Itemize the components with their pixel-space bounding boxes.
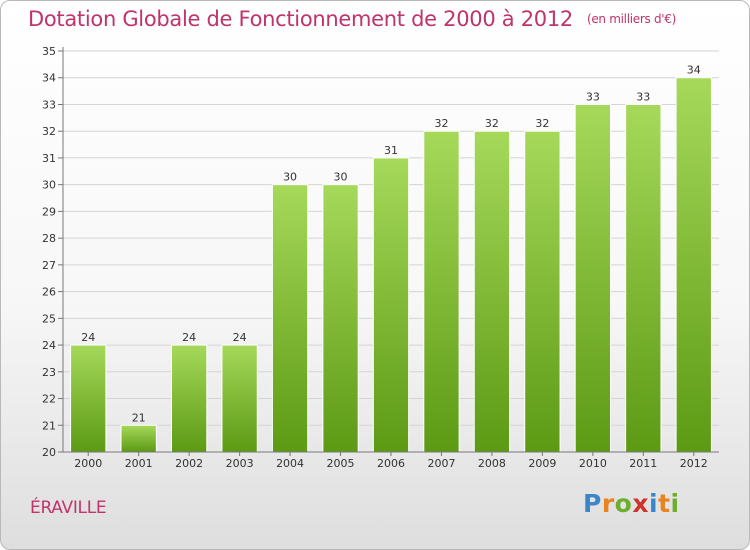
- x-tick-label: 2010: [579, 457, 607, 470]
- x-tick-label: 2012: [680, 457, 708, 470]
- bars: [70, 77, 712, 453]
- axes: [58, 47, 719, 456]
- bar: [625, 103, 662, 453]
- bar: [473, 130, 511, 453]
- bar: [675, 77, 712, 453]
- logo-letter: r: [601, 489, 615, 518]
- bar-value-label: 21: [132, 411, 146, 424]
- bar: [170, 344, 208, 453]
- y-tick-label: 22: [42, 393, 56, 406]
- bar-value-label: 32: [434, 117, 448, 130]
- y-tick-label: 34: [42, 72, 56, 85]
- labels: 20 21 22 23 24 25 26 27 28 29 30 31 32 33 34 35 24 2000 21…: [42, 45, 708, 470]
- logo-letter: P: [583, 489, 602, 518]
- y-tick-label: 23: [42, 366, 56, 379]
- bar-value-label: 34: [687, 64, 701, 77]
- bar-value-label: 30: [334, 171, 348, 184]
- proxiti-logo: Proxiti: [583, 489, 680, 518]
- bar-value-label: 32: [485, 117, 499, 130]
- x-tick-label: 2008: [478, 457, 506, 470]
- chart-title: Dotation Globale de Fonctionnement de 20…: [28, 7, 676, 31]
- y-tick-label: 20: [42, 446, 56, 459]
- chart-title-text: Dotation Globale de Fonctionnement de 20…: [28, 7, 573, 31]
- logo-letter: t: [658, 489, 671, 518]
- x-tick-label: 2002: [175, 457, 203, 470]
- logo-letter: i: [649, 489, 659, 518]
- chart-unit-label: (en milliers d'€): [586, 12, 676, 26]
- x-tick-label: 2011: [629, 457, 657, 470]
- bar-value-label: 33: [586, 90, 600, 103]
- x-tick-label: 2004: [276, 457, 304, 470]
- x-tick-label: 2006: [377, 457, 405, 470]
- y-tick-label: 35: [42, 45, 56, 58]
- bar-value-label: 24: [233, 331, 247, 344]
- bar: [221, 344, 258, 453]
- bar: [322, 184, 359, 453]
- y-tick-label: 29: [42, 205, 56, 218]
- y-tick-label: 27: [42, 259, 56, 272]
- logo-letter: i: [670, 489, 680, 518]
- logo-letter: x: [632, 489, 649, 518]
- logo-letter: o: [614, 489, 633, 518]
- x-tick-label: 2000: [74, 457, 102, 470]
- y-tick-label: 28: [42, 232, 56, 245]
- bar-value-label: 24: [81, 331, 95, 344]
- bar: [574, 103, 612, 453]
- y-tick-label: 31: [42, 152, 56, 165]
- bar-value-label: 30: [283, 171, 297, 184]
- x-tick-label: 2003: [226, 457, 254, 470]
- bar: [120, 424, 157, 453]
- x-tick-label: 2005: [327, 457, 355, 470]
- bar-value-label: 33: [636, 90, 650, 103]
- bar: [524, 130, 561, 453]
- y-tick-label: 32: [42, 125, 56, 138]
- y-tick-label: 25: [42, 312, 56, 325]
- y-tick-label: 30: [42, 179, 56, 192]
- bar-value-label: 24: [182, 331, 196, 344]
- y-tick-label: 24: [42, 339, 56, 352]
- bar: [70, 344, 107, 453]
- bar-value-label: 31: [384, 144, 398, 157]
- bar: [271, 184, 309, 453]
- y-tick-label: 21: [42, 419, 56, 432]
- y-tick-label: 26: [42, 286, 56, 299]
- bar: [372, 157, 410, 453]
- bar: [423, 130, 460, 453]
- bar-value-label: 32: [535, 117, 549, 130]
- x-tick-label: 2001: [125, 457, 153, 470]
- y-tick-label: 33: [42, 98, 56, 111]
- x-tick-label: 2007: [427, 457, 455, 470]
- commune-name: ÉRAVILLE: [30, 498, 107, 518]
- x-tick-label: 2009: [528, 457, 556, 470]
